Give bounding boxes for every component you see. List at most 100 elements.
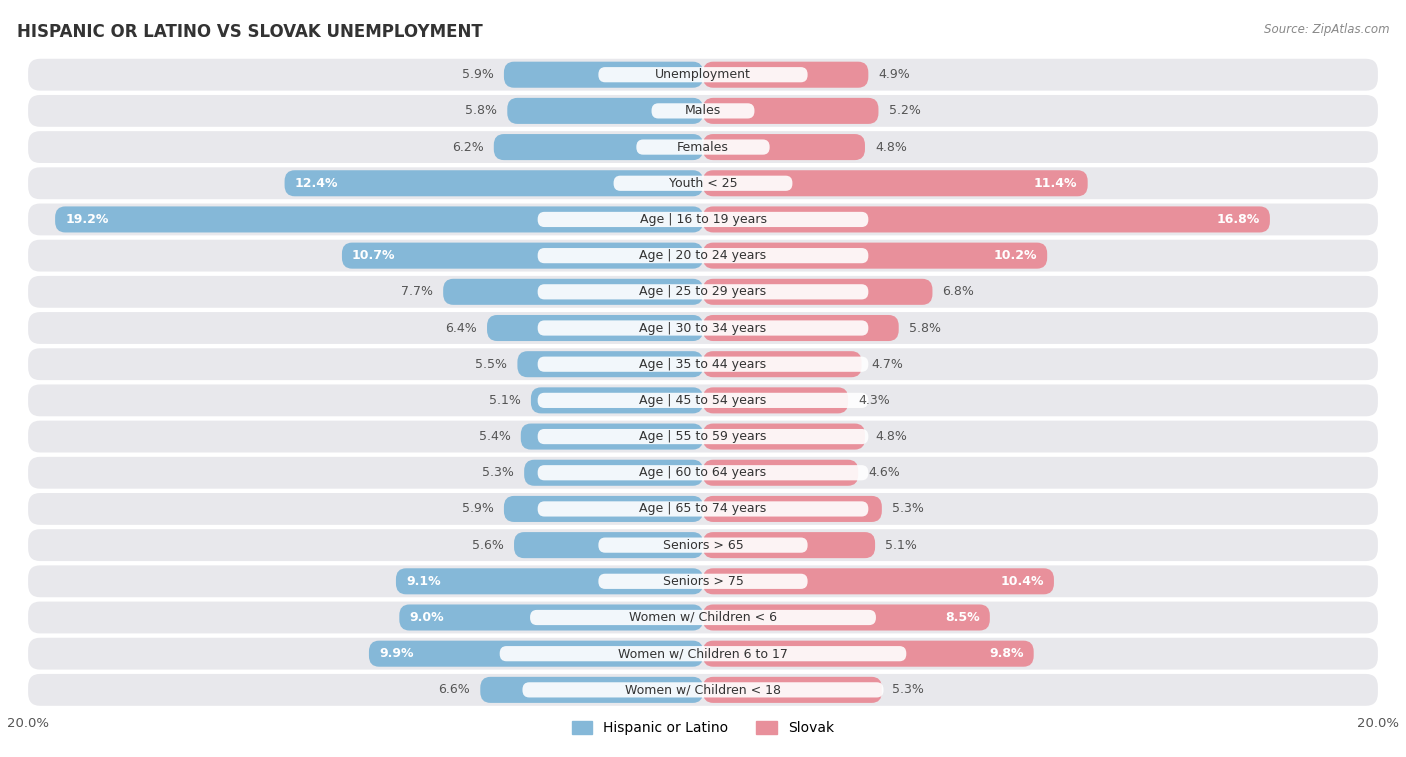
FancyBboxPatch shape (703, 496, 882, 522)
FancyBboxPatch shape (703, 677, 882, 703)
Text: Age | 25 to 29 years: Age | 25 to 29 years (640, 285, 766, 298)
FancyBboxPatch shape (503, 496, 703, 522)
FancyBboxPatch shape (703, 279, 932, 305)
Text: 12.4%: 12.4% (295, 177, 339, 190)
FancyBboxPatch shape (523, 682, 883, 697)
FancyBboxPatch shape (28, 602, 1378, 634)
FancyBboxPatch shape (28, 529, 1378, 561)
FancyBboxPatch shape (28, 637, 1378, 670)
Text: 10.4%: 10.4% (1000, 575, 1043, 587)
Text: 5.9%: 5.9% (463, 68, 494, 81)
FancyBboxPatch shape (599, 537, 807, 553)
FancyBboxPatch shape (28, 167, 1378, 199)
Text: 5.3%: 5.3% (891, 684, 924, 696)
FancyBboxPatch shape (703, 315, 898, 341)
FancyBboxPatch shape (499, 646, 907, 662)
FancyBboxPatch shape (703, 61, 869, 88)
Text: 10.7%: 10.7% (352, 249, 395, 262)
FancyBboxPatch shape (28, 421, 1378, 453)
FancyBboxPatch shape (342, 242, 703, 269)
Text: 10.2%: 10.2% (994, 249, 1038, 262)
FancyBboxPatch shape (399, 605, 703, 631)
Text: 4.8%: 4.8% (875, 430, 907, 443)
FancyBboxPatch shape (28, 385, 1378, 416)
FancyBboxPatch shape (494, 134, 703, 160)
Text: 16.8%: 16.8% (1216, 213, 1260, 226)
Text: 6.4%: 6.4% (446, 322, 477, 335)
FancyBboxPatch shape (443, 279, 703, 305)
FancyBboxPatch shape (703, 242, 1047, 269)
Text: Source: ZipAtlas.com: Source: ZipAtlas.com (1264, 23, 1389, 36)
Text: Age | 30 to 34 years: Age | 30 to 34 years (640, 322, 766, 335)
Text: 11.4%: 11.4% (1033, 177, 1077, 190)
Legend: Hispanic or Latino, Slovak: Hispanic or Latino, Slovak (567, 716, 839, 741)
FancyBboxPatch shape (537, 284, 869, 300)
Text: 5.8%: 5.8% (908, 322, 941, 335)
FancyBboxPatch shape (28, 312, 1378, 344)
FancyBboxPatch shape (599, 67, 807, 83)
Text: 5.3%: 5.3% (482, 466, 515, 479)
FancyBboxPatch shape (703, 207, 1270, 232)
FancyBboxPatch shape (703, 170, 1088, 196)
FancyBboxPatch shape (537, 465, 869, 481)
FancyBboxPatch shape (517, 351, 703, 377)
Text: 9.9%: 9.9% (380, 647, 413, 660)
FancyBboxPatch shape (28, 204, 1378, 235)
FancyBboxPatch shape (508, 98, 703, 124)
FancyBboxPatch shape (28, 348, 1378, 380)
Text: Women w/ Children < 6: Women w/ Children < 6 (628, 611, 778, 624)
FancyBboxPatch shape (703, 388, 848, 413)
FancyBboxPatch shape (28, 565, 1378, 597)
Text: 5.2%: 5.2% (889, 104, 921, 117)
FancyBboxPatch shape (703, 98, 879, 124)
FancyBboxPatch shape (28, 674, 1378, 706)
FancyBboxPatch shape (703, 351, 862, 377)
FancyBboxPatch shape (515, 532, 703, 558)
FancyBboxPatch shape (55, 207, 703, 232)
Text: 8.5%: 8.5% (945, 611, 980, 624)
FancyBboxPatch shape (703, 605, 990, 631)
Text: 5.8%: 5.8% (465, 104, 498, 117)
Text: 4.7%: 4.7% (872, 358, 904, 371)
FancyBboxPatch shape (28, 95, 1378, 127)
Text: Males: Males (685, 104, 721, 117)
FancyBboxPatch shape (396, 569, 703, 594)
Text: 9.1%: 9.1% (406, 575, 440, 587)
FancyBboxPatch shape (703, 569, 1054, 594)
FancyBboxPatch shape (28, 493, 1378, 525)
FancyBboxPatch shape (537, 393, 869, 408)
Text: Women w/ Children < 18: Women w/ Children < 18 (626, 684, 780, 696)
Text: Women w/ Children 6 to 17: Women w/ Children 6 to 17 (619, 647, 787, 660)
Text: 6.8%: 6.8% (942, 285, 974, 298)
Text: 7.7%: 7.7% (401, 285, 433, 298)
FancyBboxPatch shape (537, 501, 869, 516)
Text: 5.1%: 5.1% (886, 539, 917, 552)
Text: 9.0%: 9.0% (409, 611, 444, 624)
FancyBboxPatch shape (284, 170, 703, 196)
FancyBboxPatch shape (28, 59, 1378, 91)
Text: 4.8%: 4.8% (875, 141, 907, 154)
FancyBboxPatch shape (703, 640, 1033, 667)
FancyBboxPatch shape (537, 429, 869, 444)
Text: Females: Females (678, 141, 728, 154)
Text: 5.3%: 5.3% (891, 503, 924, 516)
FancyBboxPatch shape (524, 459, 703, 486)
Text: 4.6%: 4.6% (869, 466, 900, 479)
Text: Age | 55 to 59 years: Age | 55 to 59 years (640, 430, 766, 443)
FancyBboxPatch shape (28, 240, 1378, 272)
Text: 5.4%: 5.4% (479, 430, 510, 443)
Text: 6.6%: 6.6% (439, 684, 470, 696)
FancyBboxPatch shape (703, 134, 865, 160)
FancyBboxPatch shape (613, 176, 793, 191)
FancyBboxPatch shape (28, 456, 1378, 489)
FancyBboxPatch shape (368, 640, 703, 667)
FancyBboxPatch shape (486, 315, 703, 341)
Text: Seniors > 75: Seniors > 75 (662, 575, 744, 587)
FancyBboxPatch shape (637, 139, 769, 154)
FancyBboxPatch shape (537, 320, 869, 335)
Text: 6.2%: 6.2% (451, 141, 484, 154)
Text: 4.9%: 4.9% (879, 68, 910, 81)
Text: 4.3%: 4.3% (858, 394, 890, 407)
Text: 5.5%: 5.5% (475, 358, 508, 371)
Text: 5.9%: 5.9% (463, 503, 494, 516)
